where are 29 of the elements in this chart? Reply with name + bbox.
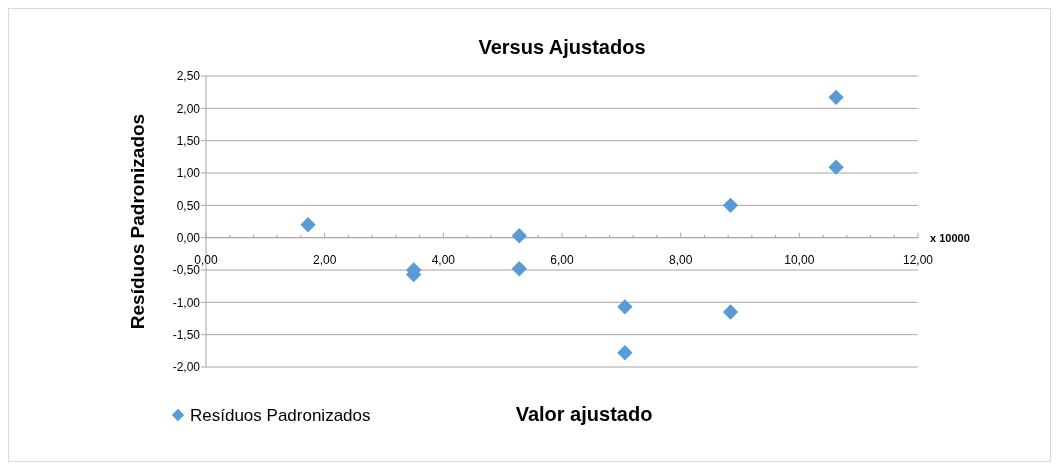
y-axis-title: Resíduos Padronizados <box>127 113 148 330</box>
y-tick-label: 0,00 <box>176 230 201 245</box>
point <box>617 299 633 315</box>
x-tick-label: 4,00 <box>431 252 456 267</box>
point <box>300 217 316 233</box>
x-tick-label: 12,00 <box>902 252 934 267</box>
point <box>828 89 844 106</box>
text: x 10000 <box>930 231 970 244</box>
x-axis-title: Valor ajustado <box>515 403 653 425</box>
y-tick-label: 1,00 <box>176 166 201 181</box>
y-tick-label: -2,00 <box>172 360 201 375</box>
y-tick-label: 2,50 <box>176 69 201 84</box>
x-tick-label: 8,00 <box>668 252 693 267</box>
x-tick-label: 2,00 <box>312 252 337 267</box>
point <box>511 261 527 277</box>
y-tick-label: -1,50 <box>172 327 201 342</box>
y-tick-label: 0,50 <box>176 198 201 213</box>
y-tick-label: 2,00 <box>176 101 201 116</box>
legend-label: Resíduos Padronizados <box>190 406 371 425</box>
chart-title: Versus Ajustados <box>478 36 646 58</box>
point <box>828 159 844 175</box>
y-tick-label: 1,50 <box>176 133 201 148</box>
x-tick-label: 10,00 <box>784 252 815 267</box>
point <box>722 304 739 320</box>
point <box>617 345 633 361</box>
point <box>511 228 527 244</box>
x-tick-label: 6,00 <box>550 252 574 267</box>
y-tick-label: -1,00 <box>172 295 201 310</box>
point <box>722 197 739 213</box>
